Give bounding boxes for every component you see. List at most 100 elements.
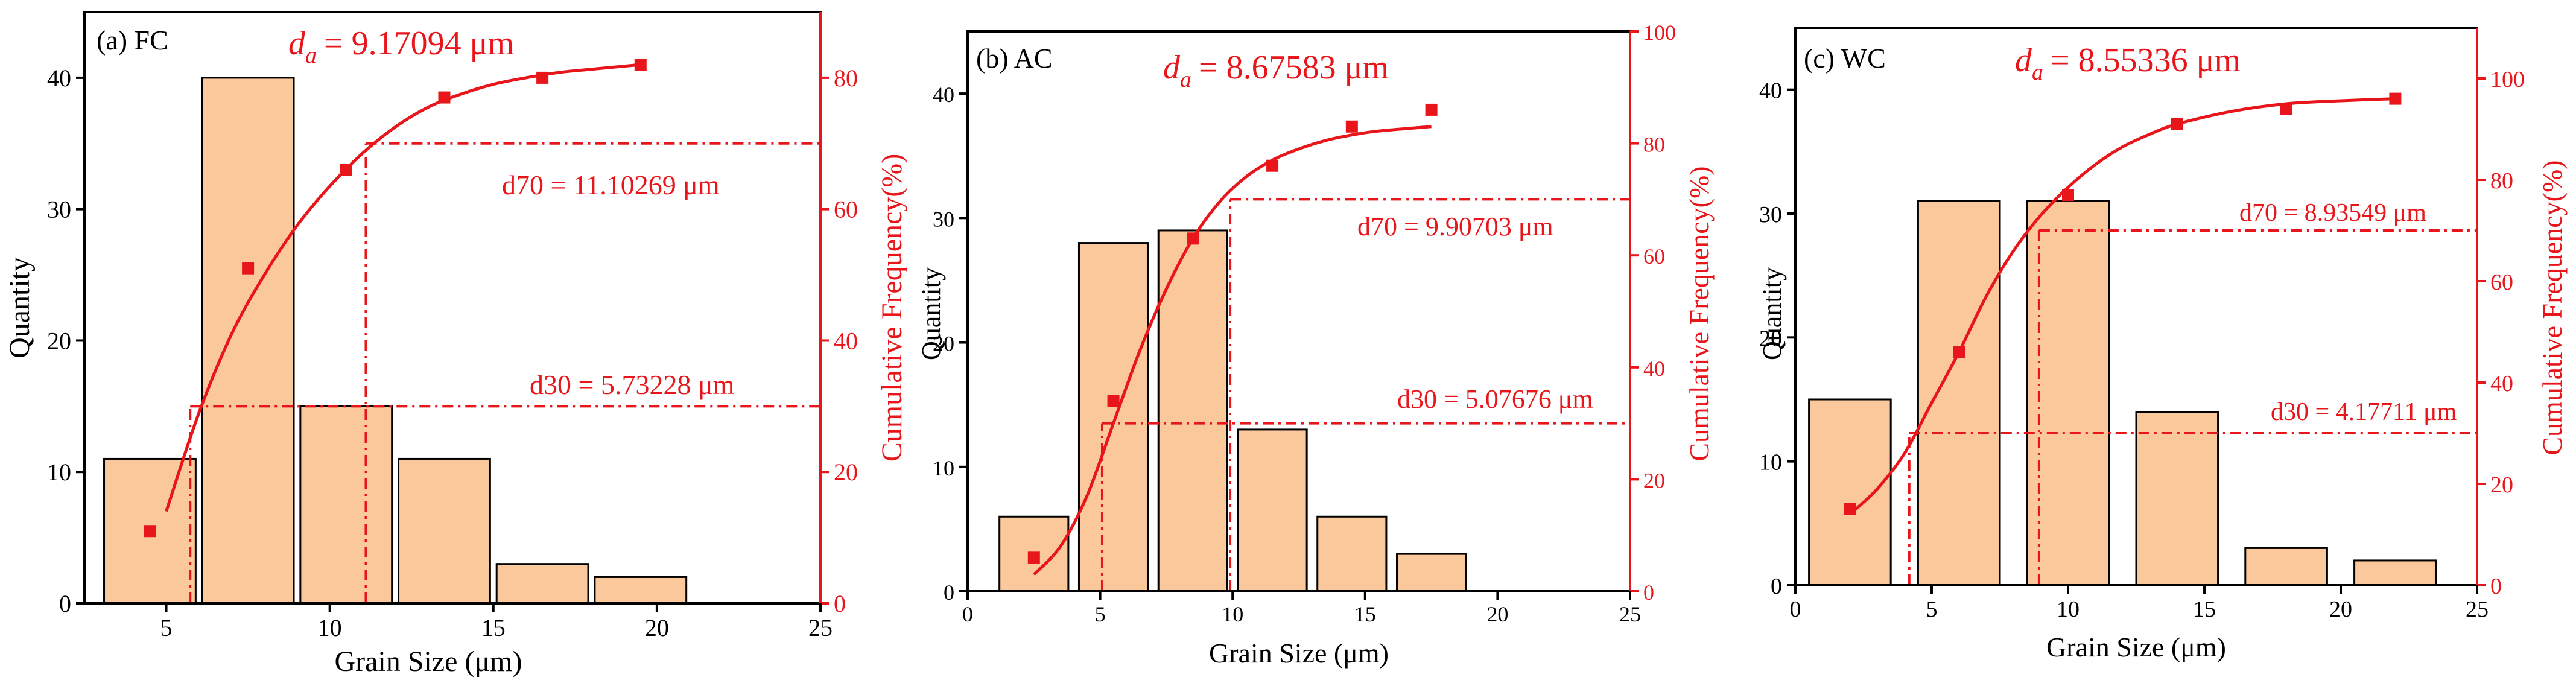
y2-tick-label: 40 <box>834 327 858 354</box>
y2-tick-label: 80 <box>2490 168 2513 194</box>
y-tick-label: 30 <box>1759 202 1782 227</box>
y-tick-label: 0 <box>59 590 71 617</box>
histogram-bar <box>1157 229 1228 592</box>
y2-axis-label: Cumulative Frequency(%) <box>2537 160 2568 455</box>
histogram-bar <box>2135 411 2219 586</box>
cumulative-point <box>1187 232 1199 245</box>
histogram-bar <box>1077 242 1149 592</box>
cumulative-point <box>438 91 451 104</box>
histogram-bar <box>495 563 589 605</box>
panel-label: (c) WC <box>1804 43 1886 74</box>
y2-tick-label: 80 <box>1643 133 1665 157</box>
histogram-bar <box>594 576 688 605</box>
x-tick-label: 5 <box>160 614 173 641</box>
x-tick-label: 0 <box>1790 597 1801 622</box>
da-annotation: da = 8.67583 μm <box>1163 49 1389 92</box>
cumulative-point <box>144 525 156 538</box>
y-tick-label: 20 <box>47 327 71 354</box>
panel-label: (a) FC <box>97 25 168 56</box>
y2-tick-label: 20 <box>834 459 858 486</box>
y-tick-label: 0 <box>944 580 954 605</box>
x-tick-label: 5 <box>1926 597 1938 622</box>
da-annotation: da = 9.17094 μm <box>288 25 514 68</box>
d70-label: d70 = 11.10269 μm <box>502 170 720 200</box>
x-tick-label: 0 <box>962 602 973 626</box>
histogram-bar <box>1316 515 1388 592</box>
y-tick-label: 10 <box>1759 450 1782 475</box>
y-tick-label: 20 <box>1759 326 1782 351</box>
y2-tick-label: 40 <box>1643 357 1665 381</box>
y2-tick-label: 100 <box>1643 21 1676 45</box>
histogram-bar <box>2353 559 2437 586</box>
y-tick-label: 30 <box>933 207 954 231</box>
histogram-bar <box>1237 428 1308 592</box>
panel-b: (b) AC da = 8.67583 μm d70 = 9.90703 μm d… <box>916 21 1715 669</box>
y-axis-label: Quantity <box>1757 267 1787 360</box>
y2-tick-label: 0 <box>2490 574 2502 599</box>
y2-tick-label: 100 <box>2490 67 2525 92</box>
histogram-bar <box>2026 200 2110 586</box>
y2-tick-label: 60 <box>834 196 858 223</box>
x-tick-label: 25 <box>1619 602 1641 626</box>
y-tick-label: 20 <box>933 332 954 356</box>
d30-label: d30 = 5.73228 μm <box>530 369 735 400</box>
x-tick-label: 15 <box>2193 597 2216 622</box>
cumulative-point <box>1107 395 1120 407</box>
cumulative-point <box>340 164 352 176</box>
cumulative-point <box>2171 118 2183 130</box>
d30-label: d30 = 4.17711 μm <box>2271 398 2457 426</box>
cumulative-point <box>1027 551 1040 564</box>
d70-label: d70 = 8.93549 μm <box>2239 199 2426 227</box>
x-tick-label: 20 <box>645 614 669 641</box>
histogram-bar <box>1917 200 2001 586</box>
cumulative-point <box>1844 503 1856 515</box>
cumulative-point <box>1266 159 1279 172</box>
histogram-bar <box>398 457 491 605</box>
x-tick-label: 25 <box>808 614 833 641</box>
panel-label: (b) AC <box>976 43 1053 74</box>
y2-tick-label: 20 <box>1643 468 1665 492</box>
y-tick-label: 10 <box>47 459 71 486</box>
y-tick-label: 0 <box>1771 574 1782 599</box>
x-axis-label: Grain Size (μm) <box>335 646 522 678</box>
x-tick-label: 10 <box>2057 597 2080 622</box>
da-annotation: da = 8.55336 μm <box>2015 42 2241 85</box>
x-axis-label: Grain Size (μm) <box>2046 632 2226 662</box>
histogram-bar <box>201 77 295 605</box>
y2-axis-label: Cumulative Frequency(%) <box>1684 166 1715 461</box>
y-axis-label: Quantity <box>4 257 36 358</box>
y-tick-label: 40 <box>47 65 71 92</box>
d30-label: d30 = 5.07676 μm <box>1397 384 1593 414</box>
histogram-bar <box>299 405 393 605</box>
histogram-bar <box>1808 398 1892 586</box>
cumulative-point <box>536 71 549 84</box>
panel-c: (c) WC da = 8.55336 μm d70 = 8.93549 μm d… <box>1757 27 2568 662</box>
cumulative-point <box>1345 120 1358 133</box>
cumulative-fit-curve <box>1032 125 1432 576</box>
x-tick-label: 20 <box>1486 602 1508 626</box>
cumulative-point <box>242 262 255 275</box>
x-tick-label: 25 <box>2466 597 2489 622</box>
x-tick-label: 15 <box>481 614 506 641</box>
x-tick-label: 5 <box>1095 602 1106 626</box>
x-tick-label: 20 <box>2329 597 2352 622</box>
y-tick-label: 40 <box>933 83 954 107</box>
y2-tick-label: 20 <box>2490 472 2513 498</box>
d70-label: d70 = 9.90703 μm <box>1357 212 1553 241</box>
histogram-bar <box>1396 553 1467 592</box>
cumulative-point <box>1953 346 1965 358</box>
x-tick-label: 15 <box>1354 602 1376 626</box>
y-tick-label: 40 <box>1759 78 1782 104</box>
histogram-bar <box>2244 547 2328 586</box>
y2-tick-label: 80 <box>834 65 858 92</box>
x-tick-label: 10 <box>318 614 342 641</box>
y-tick-label: 30 <box>47 196 71 223</box>
cumulative-point <box>1425 103 1438 116</box>
cumulative-point <box>2389 92 2402 105</box>
panel-a: 0 10 20 30 40 0 20 40 60 80 5 10 15 20 25 (a) FC da = 9… <box>4 11 908 678</box>
cumulative-point <box>634 59 647 71</box>
y-axis-label: Quantity <box>916 267 946 360</box>
y2-tick-label: 60 <box>1643 244 1665 268</box>
cumulative-point <box>2062 189 2074 202</box>
